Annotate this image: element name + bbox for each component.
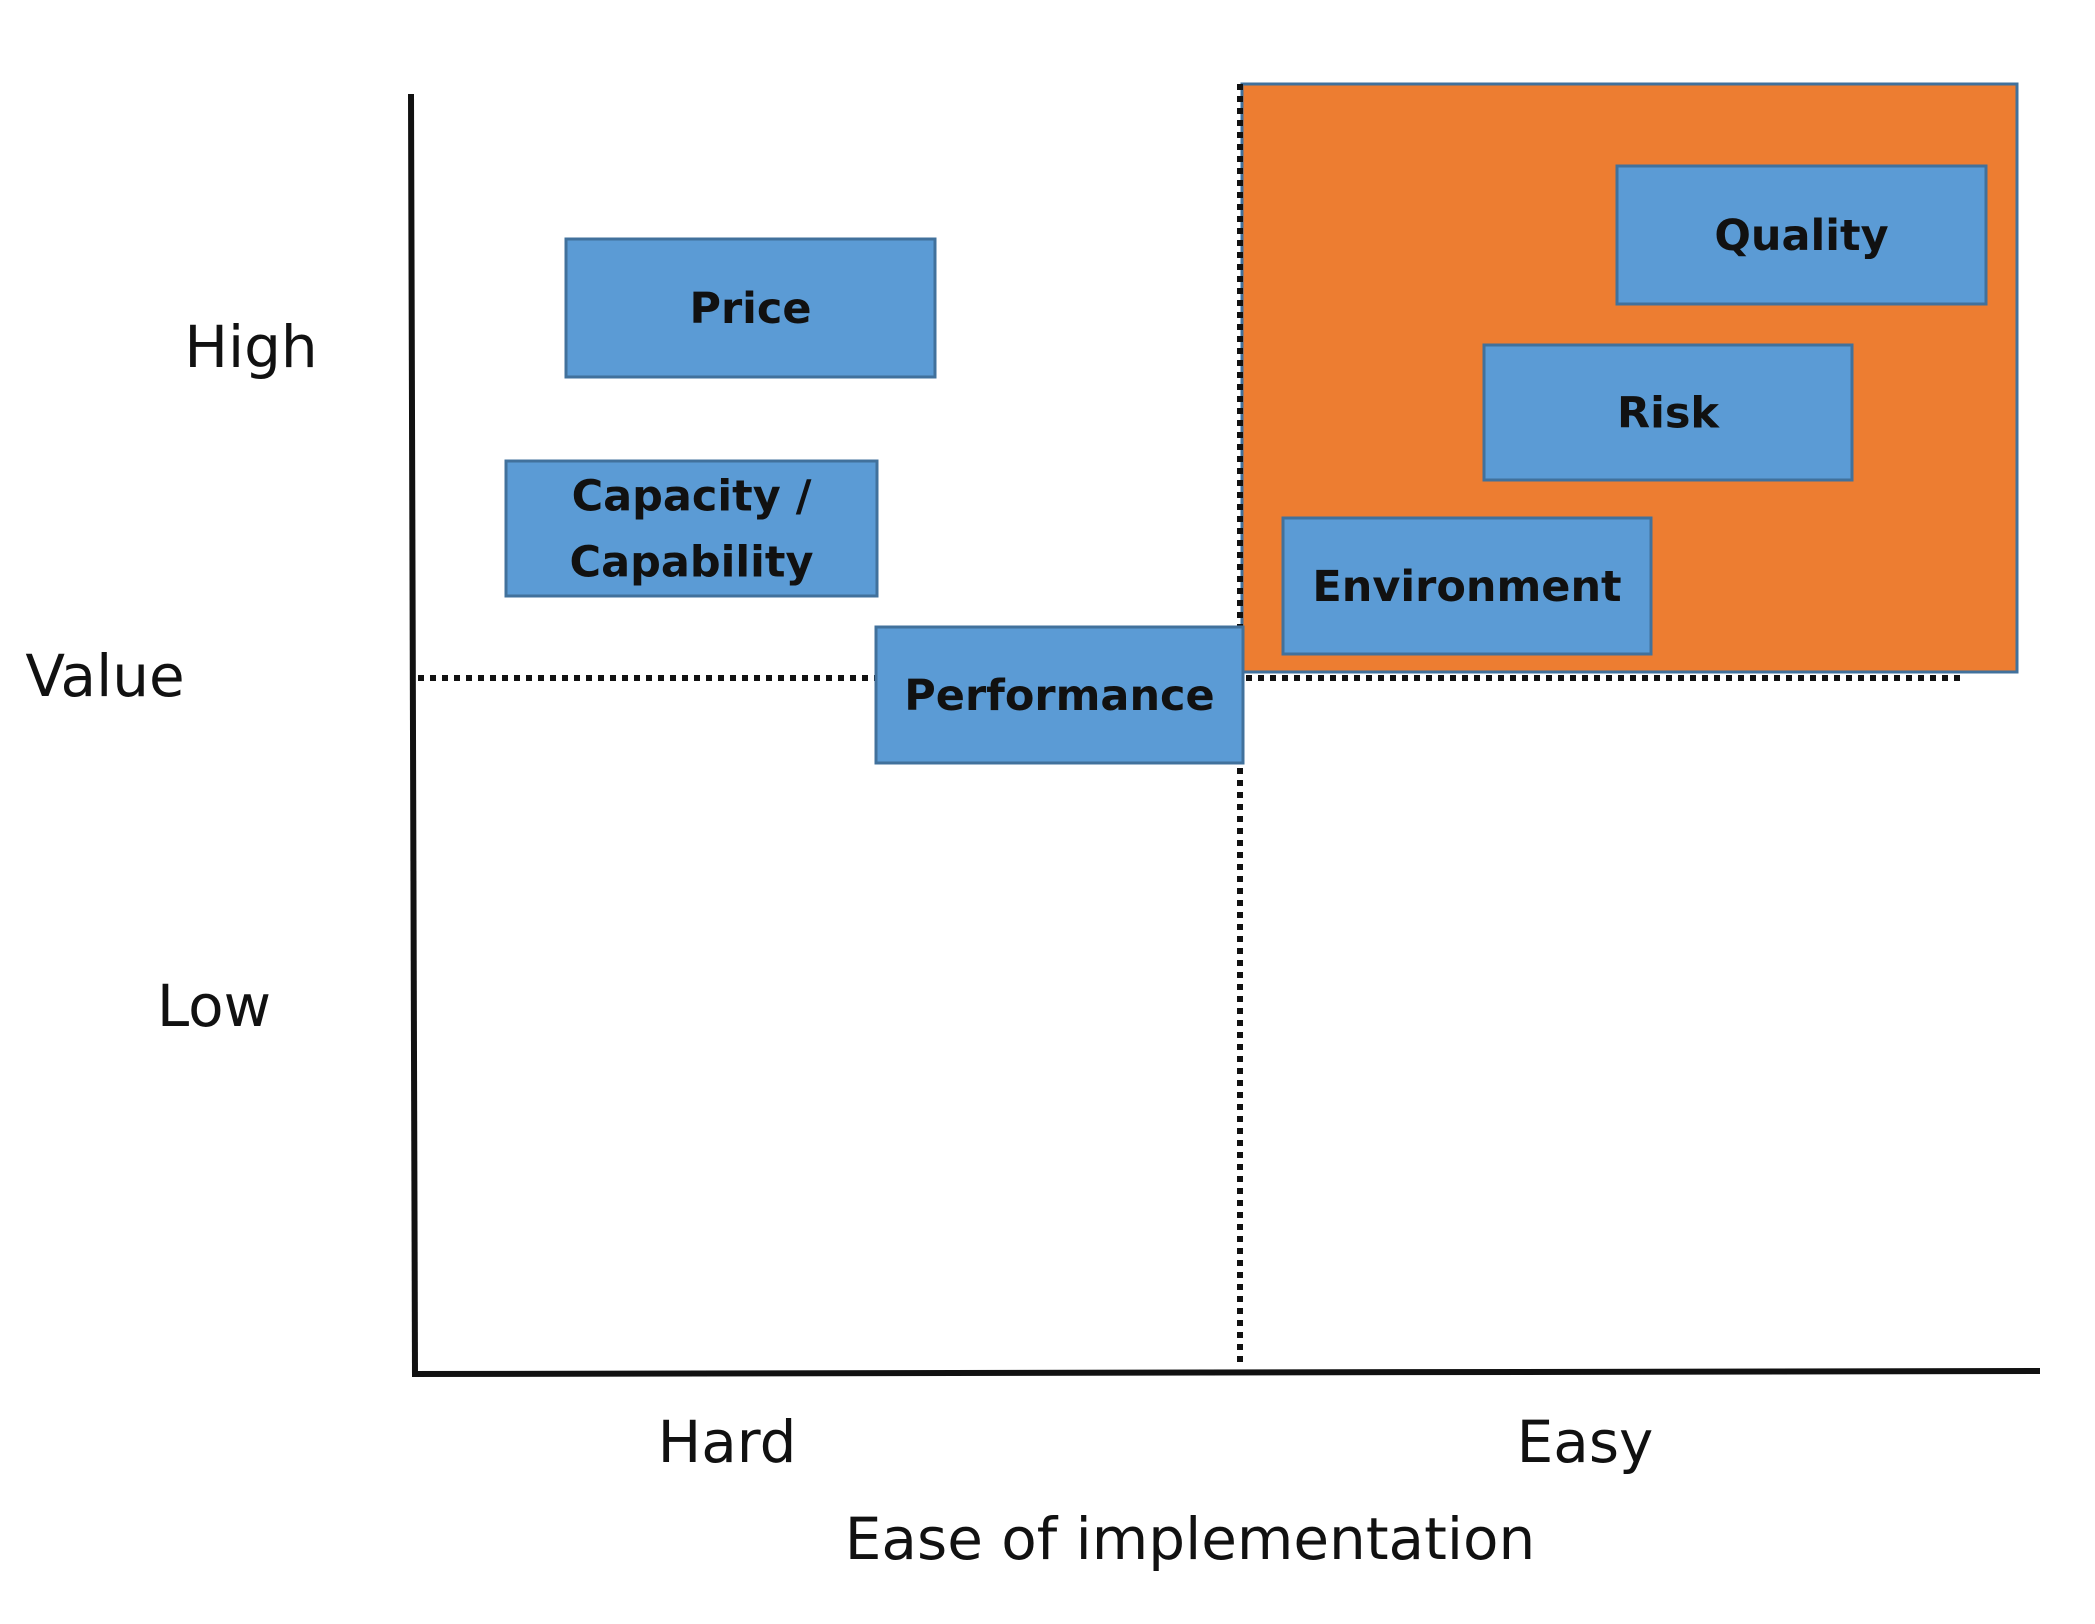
price-box-rect — [564, 237, 937, 379]
capacity-capability-box-label: Capability — [570, 538, 814, 588]
quality-box-rect — [1615, 164, 1988, 306]
x-label-easy: Easy — [1517, 1408, 1654, 1476]
price-box: Price — [564, 237, 937, 379]
risk-box-rect — [1482, 343, 1854, 482]
performance-box: Performance — [874, 625, 1245, 765]
risk-box: Risk — [1482, 343, 1854, 482]
risk-box-label: Risk — [1617, 389, 1720, 439]
x-axis-title: Ease of implementation — [845, 1505, 1535, 1573]
y-label-low: Low — [157, 972, 271, 1040]
environment-box: Environment — [1281, 516, 1653, 656]
capacity-capability-box: Capacity / Capability — [504, 459, 879, 598]
capacity-capability-box-label: Capacity / — [572, 472, 812, 522]
environment-box-rect — [1281, 516, 1653, 656]
environment-box-label: Environment — [1312, 562, 1621, 612]
y-axis-line — [408, 93, 418, 1377]
y-axis-title: Value — [25, 642, 184, 710]
price-box-label: Price — [689, 284, 811, 334]
item-boxes: Price Capacity / Capability Performance Qual… — [504, 164, 1988, 765]
quality-box-label: Quality — [1714, 211, 1888, 261]
performance-box-label: Performance — [904, 671, 1214, 721]
x-label-hard: Hard — [658, 1408, 797, 1476]
y-label-high: High — [184, 313, 317, 381]
capacity-capability-box-rect — [504, 459, 879, 598]
quality-box: Quality — [1615, 164, 1988, 306]
performance-box-rect — [874, 625, 1245, 765]
x-axis-line — [411, 1368, 2041, 1377]
